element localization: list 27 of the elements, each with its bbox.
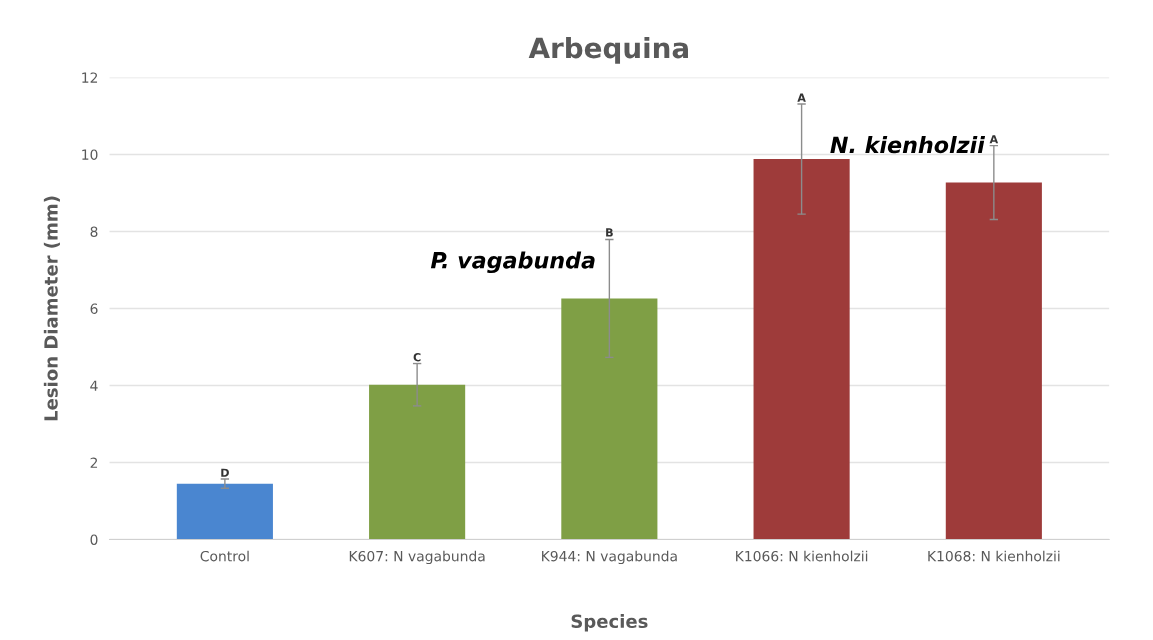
annotation: N. kienholzii — [830, 136, 986, 154]
y-tick-label: 8 — [90, 226, 98, 237]
y-tick-label: 2 — [90, 457, 98, 468]
bar — [176, 483, 273, 540]
chart-title: Arbequina — [528, 36, 688, 64]
annotation: C — [413, 352, 421, 362]
annotation: A — [989, 135, 999, 144]
bar — [753, 159, 850, 540]
bar — [369, 384, 466, 540]
annotation: D — [221, 468, 229, 477]
x-tick-label: K607: N vagabunda — [349, 550, 485, 565]
y-tick-label: 4 — [90, 380, 98, 391]
x-tick-label: K1068: N kienholzii — [928, 550, 1060, 562]
annotation: A — [797, 93, 806, 102]
annotation: P. vagabunda — [430, 251, 595, 274]
y-tick-label: 10 — [82, 149, 98, 160]
y-tick-label: 0 — [90, 534, 98, 545]
bar — [561, 298, 658, 540]
y-tick-label: 6 — [90, 303, 98, 314]
y-axis-title: Lesion Diameter (mm) — [43, 196, 60, 421]
x-axis-title: Species — [571, 614, 648, 632]
annotation: B — [606, 228, 613, 237]
x-tick-label: K944: N vagabunda — [542, 550, 677, 565]
x-tick-label: K1066: N kienholzii — [736, 550, 868, 562]
bar — [945, 182, 1042, 540]
y-tick-label: 12 — [82, 72, 98, 83]
x-tick-label: Control — [200, 550, 249, 562]
